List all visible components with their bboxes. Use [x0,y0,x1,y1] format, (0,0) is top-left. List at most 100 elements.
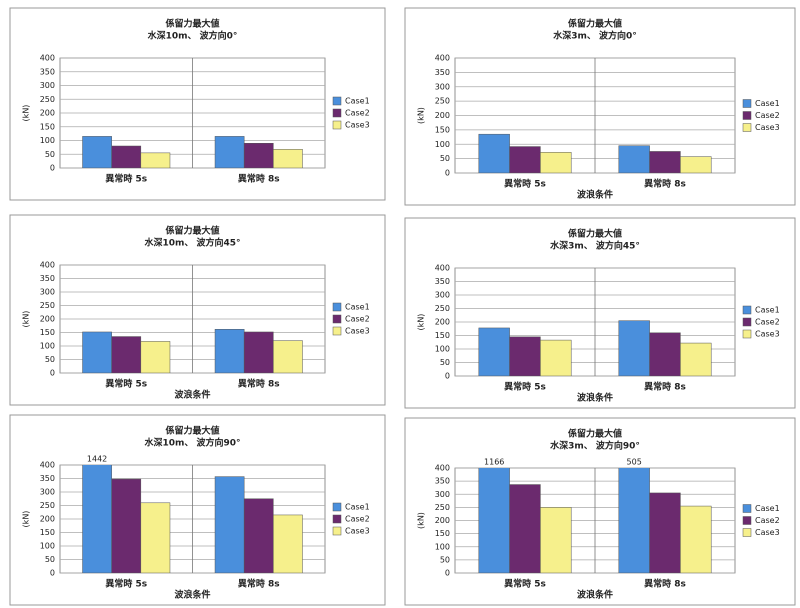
y-tick-label: 200 [40,515,55,524]
y-tick-label: 50 [440,154,450,163]
legend-swatch [332,514,342,524]
y-axis-label: (kN) [22,105,31,122]
x-axis-label: 波浪条件 [577,589,613,601]
y-tick-label: 0 [445,569,450,578]
y-tick-label: 400 [435,464,450,473]
y-tick-label: 100 [40,342,55,351]
y-tick-label: 400 [40,261,55,270]
y-tick-label: 100 [40,542,55,551]
bar [273,340,303,373]
legend-swatch [332,326,342,336]
y-tick-label: 250 [40,95,55,104]
y-tick-label: 0 [445,372,450,381]
legend-swatch [332,108,342,118]
legend-swatch [332,302,342,312]
bar-group [478,320,712,376]
bar [243,498,274,573]
legend-label: Case3 [755,330,780,339]
chart-subtitle: 水深3m、 波方向45° [550,240,640,252]
chart-subtitle: 水深10m、 波方向90° [144,437,240,449]
y-tick-label: 150 [40,122,55,131]
y-tick-label: 200 [40,109,55,118]
bar-group [82,136,303,168]
legend-swatch [742,317,752,327]
legend-label: Case1 [755,504,780,513]
data-label: 1442 [87,455,107,464]
chart-title: 係留力最大値 [568,228,622,240]
y-tick-label: 400 [40,461,55,470]
legend-label: Case1 [755,99,780,108]
legend-swatch [742,528,752,537]
y-tick-label: 400 [435,264,450,273]
x-tick-label: 異常時 5s [504,178,546,190]
y-tick-label: 350 [40,474,55,483]
x-axis-label: 波浪条件 [577,392,613,404]
y-tick-label: 350 [435,477,450,486]
bar [649,332,681,376]
y-tick-label: 50 [440,358,450,367]
y-tick-label: 150 [40,528,55,537]
bar [111,478,142,573]
y-tick-label: 300 [40,288,55,297]
y-axis-label: (kN) [22,311,31,328]
legend-label: Case3 [345,121,370,130]
bar [509,146,541,173]
bar [680,156,712,173]
legend-label: Case2 [345,109,370,118]
y-tick-label: 300 [40,81,55,90]
y-tick-label: 0 [445,169,450,178]
y-tick-label: 150 [40,328,55,337]
chart-title: 係留力最大値 [165,18,219,30]
y-tick-label: 150 [435,529,450,538]
bar [140,341,171,373]
y-axis-label: (kN) [417,314,426,331]
bar [82,136,112,168]
bar [243,143,274,168]
bar [140,152,171,168]
y-tick-label: 150 [435,125,450,134]
bar [478,468,510,573]
y-tick-label: 300 [435,82,450,91]
y-tick-label: 350 [435,68,450,77]
y-tick-label: 100 [435,542,450,551]
bar [509,484,541,573]
legend-label: Case2 [755,318,780,327]
chart-title: 係留力最大値 [568,428,622,440]
y-tick-label: 100 [435,140,450,149]
y-tick-label: 350 [40,274,55,283]
legend-swatch [332,502,342,512]
bar [82,331,112,373]
bar-group [82,329,303,373]
legend-label: Case1 [345,303,370,312]
bar [540,152,572,173]
bar [478,327,510,376]
legend-label: Case2 [755,111,780,120]
y-tick-label: 100 [40,136,55,145]
bar [140,502,171,573]
y-tick-label: 300 [435,490,450,499]
legend-label: Case2 [755,516,780,525]
y-tick-label: 350 [435,277,450,286]
x-tick-label: 異常時 5s [105,578,147,590]
legend-label: Case2 [345,515,370,524]
data-label: 505 [627,458,642,467]
x-tick-label: 異常時 8s [238,173,280,185]
legend-label: Case3 [345,327,370,336]
legend-swatch [332,96,342,106]
legend-swatch [742,516,752,525]
y-tick-label: 50 [45,150,55,159]
y-axis-label: (kN) [22,511,31,528]
bar [214,136,245,168]
x-tick-label: 異常時 8s [644,578,686,590]
bar [111,336,142,373]
x-tick-label: 異常時 5s [105,378,147,390]
y-tick-label: 50 [45,555,55,564]
y-tick-label: 300 [40,488,55,497]
bar [82,465,112,573]
y-tick-label: 200 [435,111,450,120]
bar [618,320,650,376]
legend-swatch [332,120,342,130]
